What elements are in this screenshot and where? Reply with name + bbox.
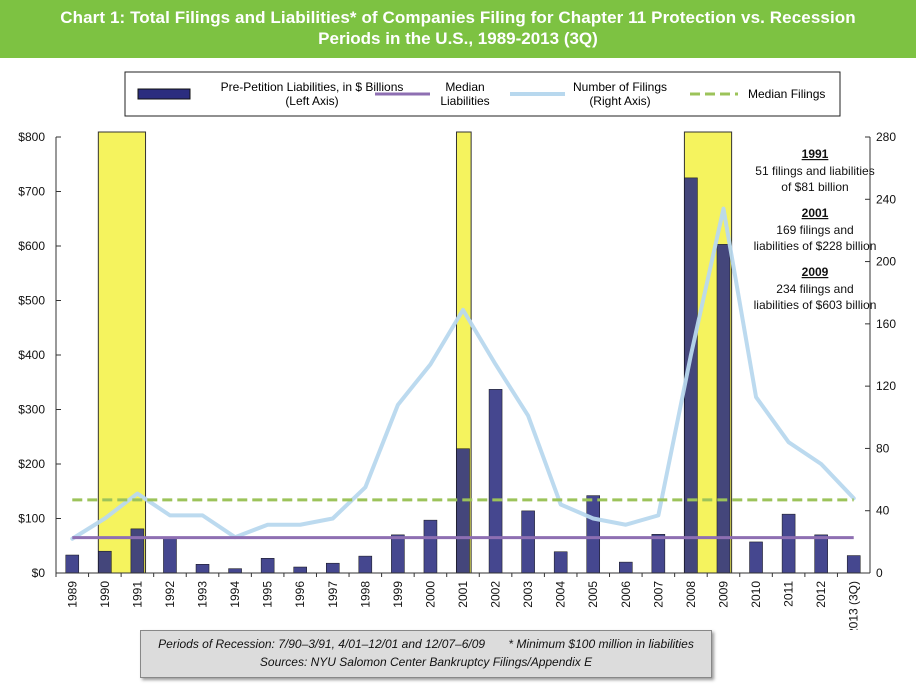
footer-notes: Periods of Recession: 7/90–3/91, 4/01–12…: [140, 630, 712, 678]
x-tick-label: 1995: [261, 581, 275, 608]
chart: Pre-Petition Liabilities, in $ Billions …: [18, 71, 896, 630]
axes: $0 $100 $200 $300 $400 $500 $600 $700 $800 0 40 80 1…: [18, 130, 896, 630]
x-tick-label: 1991: [130, 581, 144, 608]
minimum-liabilities-note: * Minimum $100 million in liabilities: [508, 637, 694, 651]
legend-label-filings-line2: (Right Axis): [589, 94, 650, 108]
x-tick-label: 2005: [586, 581, 600, 608]
x-tick-label: 2009: [716, 581, 730, 608]
bar-2005: [586, 495, 601, 574]
bar-1989: [65, 554, 80, 574]
x-tick-label: 2002: [489, 581, 503, 608]
x-tick-label: 1994: [228, 581, 242, 608]
bar-1998: [358, 555, 373, 574]
x-tick-label: 1992: [163, 581, 177, 608]
annotation-line2: of $81 billion: [781, 180, 848, 194]
x-tick-label: 2008: [684, 581, 698, 608]
sources-note: Sources: NYU Salomon Center Bankruptcy F…: [259, 655, 593, 669]
bar-2002: [488, 389, 503, 574]
right-tick-label: 40: [876, 504, 890, 518]
right-tick-label: 80: [876, 441, 890, 455]
bar-2004: [553, 551, 568, 574]
left-tick-label: $700: [18, 185, 45, 199]
legend-label-filings-line1: Number of Filings: [573, 80, 667, 94]
x-tick-label: 1999: [391, 581, 405, 608]
left-tick-label: $400: [18, 348, 45, 362]
x-tick-label: 2004: [554, 581, 568, 608]
bar-1993: [195, 564, 210, 574]
legend: Pre-Petition Liabilities, in $ Billions …: [124, 71, 841, 117]
left-tick-label: $600: [18, 239, 45, 253]
x-tick-label: 1997: [326, 581, 340, 608]
chart-title-line1: Chart 1: Total Filings and Liabilities* …: [60, 8, 856, 27]
right-tick-label: 0: [876, 566, 883, 580]
bar-1994: [228, 568, 242, 574]
right-tick-label: 240: [876, 192, 896, 206]
x-tick-label: 1990: [98, 581, 112, 608]
liabilities-bars: [65, 177, 861, 574]
legend-label-liabilities-line2: (Left Axis): [285, 94, 338, 108]
bar-1997: [325, 562, 340, 574]
x-tick-label: 2013 (3Q): [847, 581, 861, 630]
x-tick-label: 2012: [814, 581, 828, 608]
left-tick-label: $300: [18, 403, 45, 417]
right-tick-label: 280: [876, 130, 896, 144]
left-tick-label: $100: [18, 512, 45, 526]
bar-1991: [130, 528, 145, 574]
bar-2012: [814, 534, 828, 574]
x-tick-label: 2006: [619, 581, 633, 608]
bar-1995: [260, 558, 275, 574]
recession-periods-note: Periods of Recession: 7/90–3/91, 4/01–12…: [158, 637, 486, 651]
annotation-line1: 51 filings and liabilities: [755, 164, 874, 178]
chart-title-banner: Chart 1: Total Filings and Liabilities* …: [0, 0, 916, 58]
left-tick-label: $200: [18, 457, 45, 471]
annotation-line2: liabilities of $228 billion: [754, 239, 877, 253]
annotation-line1: 234 filings and: [776, 282, 853, 296]
legend-swatch-liabilities: [137, 88, 191, 100]
left-tick-label: $0: [32, 566, 46, 580]
x-tick-label: 1993: [196, 581, 210, 608]
x-tick-label: 2010: [749, 581, 763, 608]
bar-2003: [521, 510, 535, 574]
x-tick-label: 1996: [293, 581, 307, 608]
bar-2007: [651, 534, 666, 574]
chart-title-line2: Periods in the U.S., 1989-2013 (3Q): [318, 29, 598, 48]
x-tick-label: 1998: [358, 581, 372, 608]
annotation-year: 1991: [802, 147, 829, 161]
right-tick-label: 200: [876, 255, 896, 269]
x-tick-label: 2000: [423, 581, 437, 608]
annotation-line2: liabilities of $603 billion: [754, 298, 877, 312]
filings-line: [70, 206, 856, 541]
x-tick-label: 2001: [456, 581, 470, 608]
bar-2010: [749, 541, 763, 574]
x-tick-label: 1989: [65, 581, 79, 608]
bar-1990: [98, 550, 112, 574]
bar-2009: [716, 244, 731, 574]
legend-label-liabilities-line1: Pre-Petition Liabilities, in $ Billions: [221, 80, 404, 94]
bar-2001: [456, 448, 470, 574]
bar-2000: [423, 519, 438, 574]
right-tick-label: 160: [876, 317, 896, 331]
annotation-year: 2009: [802, 265, 829, 279]
legend-label-median-liabilities-line1: Median: [445, 80, 484, 94]
legend-label-median-liabilities-line2: Liabilities: [440, 94, 489, 108]
annotation-line1: 169 filings and: [776, 223, 853, 237]
bar-2011: [781, 513, 796, 574]
bar-2006: [619, 561, 633, 574]
bar-2013-3Q-: [846, 555, 861, 574]
recession-bands: [97, 131, 733, 574]
bar-1996: [293, 566, 307, 574]
series-lines: [70, 206, 856, 541]
left-tick-label: $500: [18, 294, 45, 308]
legend-label-median-filings: Median Filings: [748, 87, 825, 101]
left-tick-label: $800: [18, 130, 45, 144]
annotation-year: 2001: [802, 206, 829, 220]
right-tick-label: 120: [876, 379, 896, 393]
annotations: 1991 51 filings and liabilities of $81 bil…: [754, 147, 877, 312]
x-tick-label: 2003: [521, 581, 535, 608]
bar-1992: [163, 538, 177, 574]
bar-1999: [391, 534, 405, 574]
x-tick-label: 2011: [782, 581, 796, 607]
x-tick-label: 2007: [651, 581, 665, 608]
